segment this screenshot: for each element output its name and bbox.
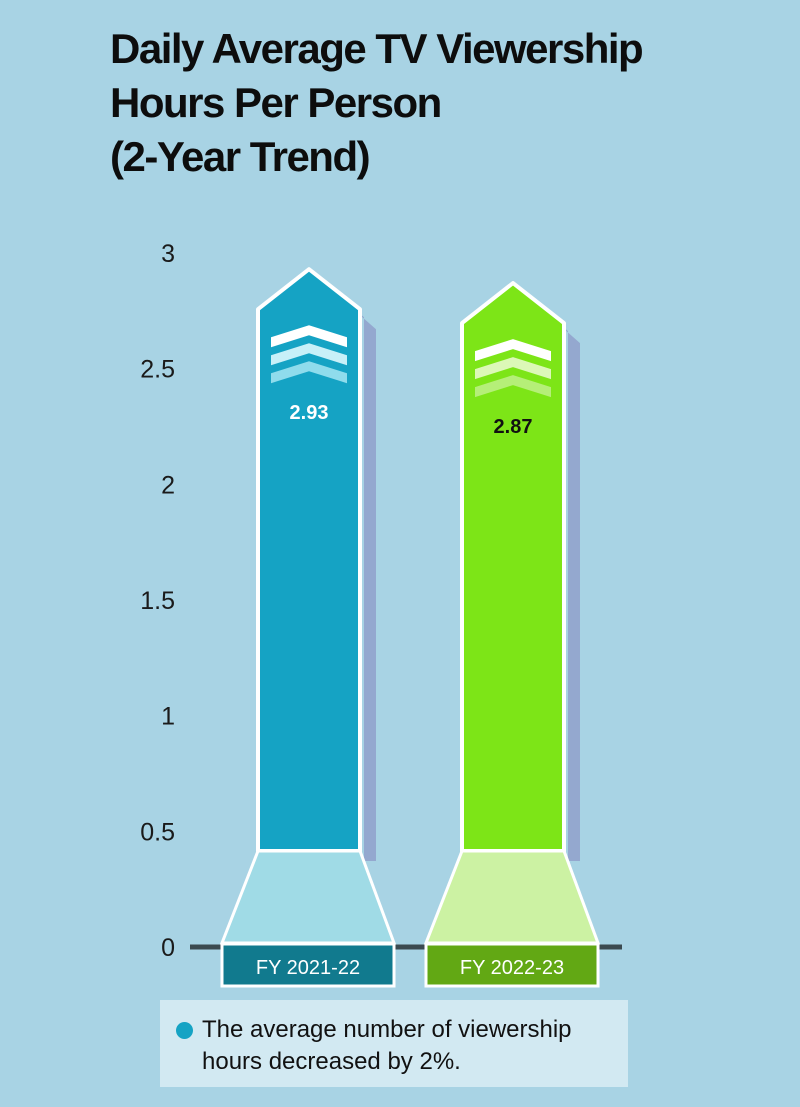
x-tick-label: FY 2021-22 [256,957,360,979]
bar-group: 2.93 FY 2021-22 [219,267,397,988]
chevron-up-icon [271,325,347,348]
bar [460,281,566,853]
chevron-up-icon [271,361,347,384]
bar-base [219,849,397,945]
y-tick-label: 3 [161,240,175,268]
bar-value-label: 2.93 [290,402,329,424]
bar-shadow [521,291,580,861]
chevron-up-icon [271,343,347,366]
chevron-up-icon [475,375,551,398]
y-tick-label: 0 [161,934,175,962]
y-axis-ticks: 0 0.5 1 1.5 2 2.5 3 [140,240,175,962]
chart-title-line-3: (2-Year Trend) [110,133,371,180]
chart-title: Daily Average TV Viewership Hours Per Pe… [110,22,770,184]
y-tick-label: 1 [161,703,175,731]
category-label-box [220,942,396,988]
bar-value-label: 2.87 [494,416,533,438]
y-tick-label: 0.5 [140,818,175,846]
note-box: The average number of viewership hours d… [160,1000,628,1087]
category-label-box [424,942,600,988]
y-tick-label: 2.5 [140,356,175,384]
y-tick-label: 1.5 [140,587,175,615]
note-bullet-icon [176,1022,193,1039]
x-tick-label: FY 2022-23 [460,957,564,979]
bar-shadow [317,277,376,861]
note-text: The average number of viewership hours d… [202,1016,572,1075]
bar-group: 2.87 FY 2022-23 [423,281,601,988]
chevron-up-icon [475,339,551,362]
y-tick-label: 2 [161,471,175,499]
bar-base [423,849,601,945]
chevron-up-icon [475,357,551,380]
chart-title-line-2: Hours Per Person [110,79,442,126]
chart-title-line-1: Daily Average TV Viewership [110,25,644,72]
